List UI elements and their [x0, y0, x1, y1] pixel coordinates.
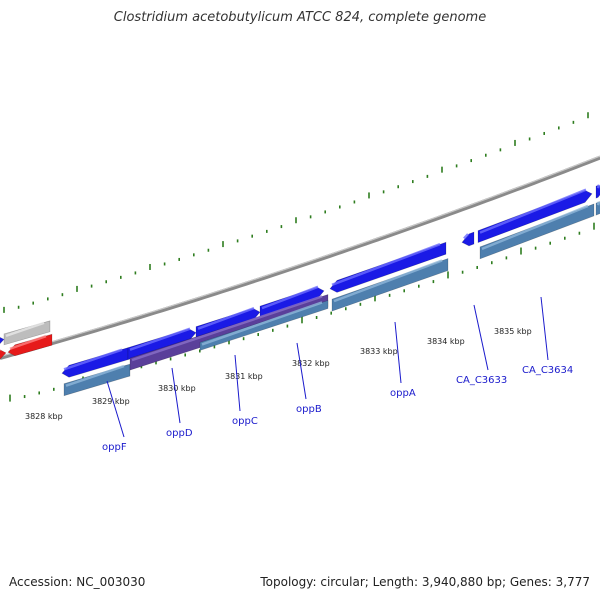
kbp-label: 3835 kbp — [494, 327, 532, 336]
cds-feature-shine — [261, 285, 319, 310]
rna-feature — [7, 333, 53, 357]
gene-leader-line — [171, 367, 181, 424]
gene-label: oppA — [390, 388, 416, 399]
gene-leader-line — [473, 304, 489, 371]
overlap-feature-shine — [131, 295, 323, 362]
gene-label: CA_C3634 — [522, 365, 573, 376]
cds-feature — [329, 241, 447, 293]
gene-leader-line — [540, 296, 549, 361]
outer-tick-ring — [3, 112, 589, 313]
rna-feature-shine — [9, 335, 47, 350]
map-title: Clostridium acetobutylicum ATCC 824, com… — [113, 10, 487, 25]
gene-leader-line — [394, 321, 402, 384]
cds-feature — [0, 337, 5, 345]
genome-stats-label: Topology: circular; Length: 3,940,880 bp… — [260, 575, 590, 589]
cds-feature-shine — [63, 348, 123, 371]
gene-feature-shine — [65, 364, 125, 387]
gene-feature-shine — [596, 201, 600, 206]
cds-feature-shine — [129, 327, 191, 351]
gene-label: oppC — [232, 416, 258, 427]
pseudogene-feature-shine — [5, 321, 45, 338]
kbp-label: 3832 kbp — [292, 359, 330, 368]
gene-feature-shine — [201, 301, 323, 346]
kbp-label: 3831 kbp — [225, 372, 263, 381]
cds-feature-shine — [197, 306, 255, 330]
cds-feature-shine — [331, 243, 441, 286]
backbone-highlight — [0, 155, 600, 358]
gene-label: oppB — [296, 404, 322, 415]
kbp-label: 3828 kbp — [25, 412, 63, 421]
gene-label: oppD — [166, 428, 193, 439]
gene-label: oppF — [102, 442, 127, 453]
kbp-label-group: 3828 kbp 3829 kbp 3830 kbp 3831 kbp 3832 kbp… — [25, 327, 532, 421]
kbp-label: 3830 kbp — [158, 384, 196, 393]
gene-leader-line — [106, 380, 125, 438]
kbp-label: 3833 kbp — [360, 347, 398, 356]
kbp-label: 3834 kbp — [427, 337, 465, 346]
backbone — [0, 155, 600, 360]
gene-leader-line — [234, 354, 241, 412]
kbp-label: 3829 kbp — [92, 397, 130, 406]
gene-feature-shine — [481, 204, 589, 251]
accession-label: Accession: NC_003030 — [9, 575, 146, 589]
cds-feature-shine — [596, 184, 600, 189]
feature-track — [0, 184, 600, 397]
gene-label: CA_C3633 — [456, 375, 507, 386]
gene-feature-shine — [333, 259, 443, 303]
backbone-line — [0, 155, 600, 360]
cds-feature-shine — [463, 233, 469, 240]
rna-feature — [0, 349, 7, 360]
gene-label-group: oppF oppD oppC oppB oppA CA_C3633 CA_C3634 — [102, 296, 573, 453]
cds-feature-shine — [479, 188, 587, 234]
gene-leader-line — [296, 342, 307, 400]
